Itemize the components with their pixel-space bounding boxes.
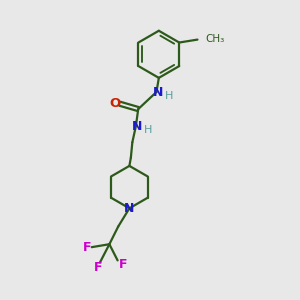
Text: H: H bbox=[165, 91, 173, 100]
Text: N: N bbox=[132, 120, 142, 133]
Text: F: F bbox=[119, 258, 127, 271]
Text: F: F bbox=[83, 241, 91, 254]
Text: N: N bbox=[124, 202, 135, 215]
Text: N: N bbox=[153, 86, 163, 99]
Text: F: F bbox=[94, 261, 103, 274]
Text: CH₃: CH₃ bbox=[206, 34, 225, 44]
Text: H: H bbox=[144, 125, 152, 135]
Text: O: O bbox=[109, 97, 120, 110]
